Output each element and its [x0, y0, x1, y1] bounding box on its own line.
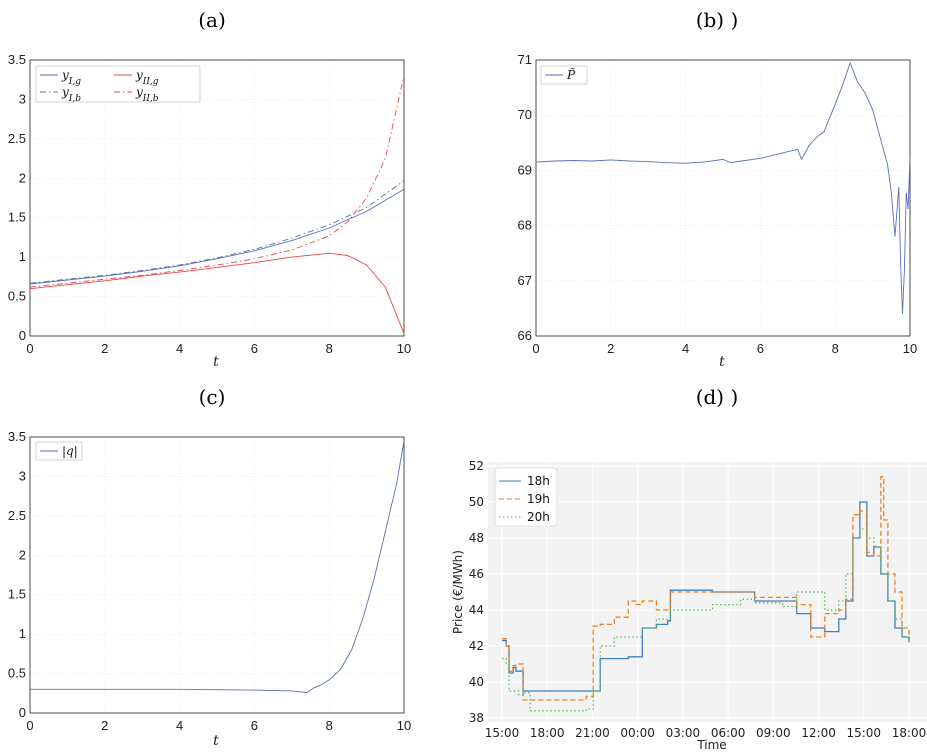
y-tick-label: 52	[469, 459, 484, 473]
y-tick-label: 3.5	[8, 429, 26, 444]
y-tick-label: 42	[469, 639, 484, 653]
x-tick-label: 03:00	[666, 726, 701, 740]
x-tick-label: 6	[251, 341, 258, 356]
panel-c-title: (c)	[199, 385, 226, 409]
x-tick-label: 2	[101, 718, 108, 733]
x-tick-label: 8	[326, 341, 333, 356]
y-tick-label: 0	[19, 705, 26, 720]
series-line-d-1	[502, 476, 910, 701]
chart-panel-d: 15:00 18:00 21:00 00:00 03:00 06:00 09:00 12:00…	[451, 459, 927, 752]
legend-d	[494, 467, 558, 527]
y-tick-label: 0.5	[8, 666, 26, 681]
x-tick-label: 4	[176, 341, 183, 356]
x-tick-label: 0	[26, 718, 33, 733]
x-axis-label: t	[719, 354, 725, 370]
legend-a	[35, 65, 201, 103]
x-axis-label: Time	[696, 738, 726, 752]
x-axis-label: t	[213, 733, 219, 749]
y-tick-label: 0.5	[8, 289, 26, 304]
y-tick-label: 1	[19, 626, 26, 641]
x-tick-label: 09:00	[756, 726, 791, 740]
x-tick-label: 00:00	[620, 726, 655, 740]
x-tick-label: 21:00	[575, 726, 610, 740]
x-tick-label: 18:00	[892, 726, 927, 740]
x-tick-label: 15:00	[485, 726, 520, 740]
legend-b	[540, 65, 588, 85]
y-tick-label: 71	[518, 52, 532, 67]
x-tick-label: 06:00	[711, 726, 746, 740]
legend-c	[35, 441, 83, 461]
y-axis-label: Price (€/MWh)	[451, 550, 465, 634]
y-tick-label: 2	[19, 547, 26, 562]
x-tick-label: 15:00	[846, 726, 881, 740]
y-tick-label: 1	[19, 249, 26, 264]
y-tick-label: 0	[19, 328, 26, 343]
y-tick-label: 40	[469, 675, 484, 689]
legend-entry: P̃	[566, 67, 576, 82]
y-tick-label: 68	[518, 218, 532, 233]
y-tick-label: 70	[518, 107, 532, 122]
x-axis-label: t	[213, 354, 219, 370]
x-tick-label: 6	[251, 718, 258, 733]
y-tick-label: 69	[518, 162, 532, 177]
panel-b-title: (b) )	[696, 8, 739, 32]
legend-entry: |q|	[62, 444, 78, 458]
x-tick-label: 8	[326, 718, 333, 733]
x-tick-label: 4	[682, 341, 689, 356]
y-tick-label: 2	[19, 170, 26, 185]
x-tick-label: 4	[176, 718, 183, 733]
y-tick-label: 2.5	[8, 508, 26, 523]
y-tick-label: 1.5	[8, 210, 26, 225]
y-tick-label: 48	[469, 531, 484, 545]
plot-frame-b	[535, 59, 911, 337]
y-tick-label: 3.5	[8, 52, 26, 67]
y-tick-label: 44	[469, 603, 484, 617]
series-line-a-1	[29, 252, 405, 334]
panel-d-title: (d) )	[696, 385, 739, 409]
x-tick-label: 10	[397, 341, 411, 356]
y-tick-label: 66	[518, 328, 532, 343]
chart-panel-c: 0 2 4 6 8 10 0 0.5 1 1.5 2 2.5 3 3.5 t |q|	[8, 429, 411, 749]
y-tick-label: 46	[469, 567, 484, 581]
x-tick-label: 10	[397, 718, 411, 733]
legend-entry: 20h	[527, 510, 550, 524]
x-tick-label: 6	[757, 341, 764, 356]
y-tick-label: 3	[19, 468, 26, 483]
plot-frame-a	[29, 59, 405, 337]
legend-entry: 19h	[527, 492, 550, 506]
x-tick-label: 2	[101, 341, 108, 356]
x-tick-label: 2	[607, 341, 614, 356]
x-tick-label: 18:00	[530, 726, 565, 740]
y-tick-label: 50	[469, 495, 484, 509]
series-line-a-2	[29, 180, 405, 284]
series-line-a-0	[29, 188, 405, 285]
x-tick-label: 8	[832, 341, 839, 356]
y-tick-label: 1.5	[8, 587, 26, 602]
y-tick-label: 3	[19, 91, 26, 106]
y-tick-label: 38	[469, 711, 484, 725]
series-line-b-0	[535, 61, 911, 314]
x-tick-label: 0	[532, 341, 539, 356]
series-line-c-0	[30, 440, 405, 693]
series-line-a-3	[29, 75, 405, 288]
plot-area-d	[488, 462, 927, 722]
x-tick-label: 10	[903, 341, 917, 356]
x-tick-label: 0	[26, 341, 33, 356]
legend-entry: 18h	[527, 474, 550, 488]
plot-frame-c	[29, 436, 405, 714]
panel-a-title: (a)	[198, 8, 226, 32]
x-tick-label: 12:00	[801, 726, 836, 740]
y-tick-label: 2.5	[8, 131, 26, 146]
y-tick-label: 67	[518, 273, 532, 288]
